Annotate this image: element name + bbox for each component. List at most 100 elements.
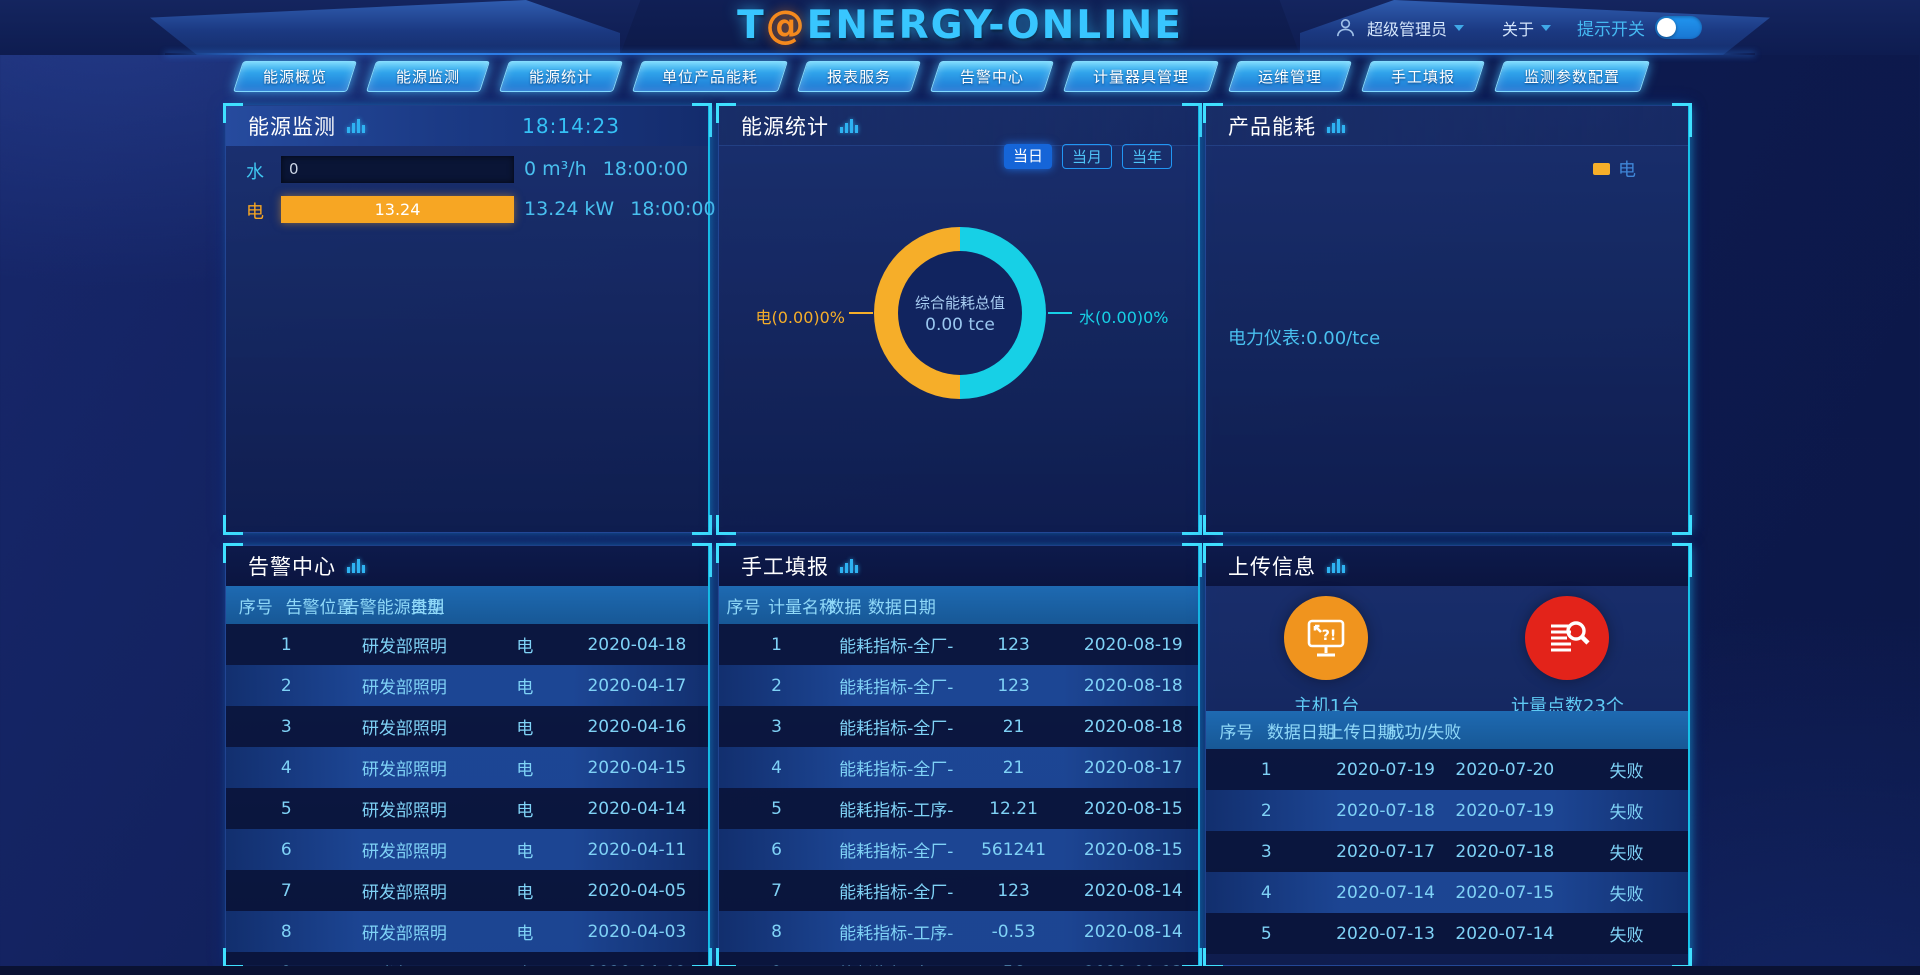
table-cell: 研发部照明 (361, 842, 447, 862)
water-label: 水 (246, 162, 264, 183)
tab-label: 能源监测 (396, 68, 461, 86)
table-header-row: 序号 告警位置 告警能源类型 日期 (226, 585, 464, 626)
tab-manual-report[interactable]: 手工填报 (1361, 61, 1486, 92)
water-bar-track: 0 (281, 156, 514, 183)
tab-monitor-param-config[interactable]: 监测参数配置 (1494, 61, 1651, 92)
tab-alarm-center[interactable]: 告警中心 (930, 61, 1055, 92)
energy-donut-chart: 综合能耗总值 0.00 tce (874, 227, 1046, 399)
chevron-down-icon (1453, 24, 1464, 31)
table-cell: 7 (280, 880, 292, 901)
table-cell: 2020-04-16 (587, 716, 687, 737)
table-row: 5 2020-07-13 2020-07-14 失败 (1206, 913, 1688, 954)
table-cell: 4 (280, 757, 292, 778)
upload-table-header: 序号 数据日期 上传日期 成功/失败 (1206, 711, 1688, 749)
table-cell: 电 (516, 719, 534, 739)
panel-title: 告警中心 (248, 555, 336, 579)
electricity-bar-value: 13.24 (374, 200, 421, 219)
table-cell: 2020-07-18 (1455, 841, 1555, 862)
tab-ops-management[interactable]: 运维管理 (1228, 61, 1353, 92)
tab-label: 能源概览 (263, 68, 328, 86)
water-reading: 0 m³/h 18:00:00 (524, 158, 688, 180)
panel-title: 能源监测 (248, 115, 336, 139)
range-tab-today[interactable]: 当日 (1003, 144, 1052, 169)
panel-alarm-center: 告警中心 序号 告警位置 告警能源类型 日期 1 研发部照明电 2020-04-18 2 研发… (223, 543, 712, 975)
table-cell: 8 (280, 921, 292, 942)
table-cell: -0.53 (991, 921, 1036, 942)
tab-energy-overview[interactable]: 能源概览 (232, 61, 358, 92)
legend-swatch-electricity (1593, 163, 1610, 175)
table-cell: 561241 (981, 839, 1047, 860)
meter-search-icon (1525, 596, 1610, 680)
table-cell: 2 (1260, 800, 1272, 821)
table-cell: 电 (516, 842, 534, 862)
table-cell: 能耗指标-工序- (839, 801, 954, 821)
table-cell: 失败 (1609, 803, 1644, 823)
table-cell: 成功/失败 (1387, 722, 1462, 743)
table-cell: 1 (280, 634, 292, 655)
tab-report-service[interactable]: 报表服务 (797, 61, 922, 92)
table-cell: 2020-08-14 (1083, 880, 1183, 901)
logo-at-icon: @ (765, 3, 807, 48)
panel-clock: 18:14:23 (522, 114, 620, 138)
table-header-row: 序号 计量名称 数据 数据日期 (719, 585, 935, 626)
tab-label: 监测参数配置 (1524, 68, 1621, 86)
tab-unit-product-energy[interactable]: 单位产品能耗 (632, 61, 789, 92)
table-cell: 电 (516, 637, 534, 657)
panel-title: 手工填报 (741, 555, 829, 579)
range-tab-year[interactable]: 当年 (1121, 144, 1172, 169)
water-reading-time: 18:00:00 (602, 158, 689, 180)
table-cell: 2 (280, 675, 292, 696)
table-cell: 3 (280, 716, 292, 737)
table-cell: 5 (1260, 923, 1272, 944)
tab-energy-monitor[interactable]: 能源监测 (365, 61, 491, 92)
table-cell: 2020-04-03 (587, 921, 687, 942)
table-cell: 7 (771, 880, 782, 901)
table-cell: 失败 (1609, 762, 1644, 782)
table-cell: 电 (516, 760, 534, 780)
person-icon (1336, 19, 1354, 37)
table-cell: 研发部照明 (361, 883, 447, 903)
upload-table-body: 1 2020-07-19 2020-07-20 失败 2 2020-07-18 2020-0… (1206, 749, 1688, 954)
table-cell: 2 (771, 675, 782, 696)
panel-energy-monitor: 能源监测 18:14:23 水 0 0 m³/h 18:00:00 电 13.24… (223, 103, 716, 535)
table-row: 8 能耗指标-工序- -0.53 2020-08-14 (719, 911, 1198, 952)
about-menu[interactable]: 关于 (1502, 16, 1551, 40)
range-tab-month[interactable]: 当月 (1061, 144, 1112, 169)
tip-toggle-switch[interactable] (1655, 16, 1702, 39)
water-bar-value: 0 (289, 160, 299, 178)
table-cell: 4 (1260, 882, 1272, 903)
table-cell: 2020-08-19 (1083, 634, 1183, 655)
table-row: 7 研发部照明 电 2020-04-05 (226, 870, 708, 911)
table-row: 6 能耗指标-全厂- 561241 2020-08-15 (719, 829, 1198, 870)
table-cell: 123 (997, 634, 1030, 655)
electricity-bar-track: 13.24 (281, 196, 514, 223)
donut-center-value: 0.00 tce (925, 314, 995, 335)
table-row: 4 研发部照明 电 2020-04-15 (226, 747, 708, 788)
signal-bars-icon (1327, 559, 1345, 573)
tab-meter-management[interactable]: 计量器具管理 (1063, 61, 1220, 92)
toggle-knob (1657, 18, 1676, 37)
table-cell: 2020-07-14 (1455, 923, 1555, 944)
alarm-table-header: 序号 告警位置 告警能源类型 日期 (226, 586, 708, 624)
donut-center: 综合能耗总值 0.00 tce (898, 251, 1022, 375)
header-divider-line (165, 53, 1755, 55)
table-cell: 序号 (726, 597, 761, 618)
table-cell: 4 (771, 757, 782, 778)
tab-label: 能源统计 (529, 68, 594, 86)
bottom-strip (0, 966, 1920, 975)
donut-center-title: 综合能耗总值 (914, 293, 1005, 312)
table-cell: 2020-07-13 (1336, 923, 1435, 944)
tab-energy-stats[interactable]: 能源统计 (498, 61, 624, 92)
callout-line-left (849, 312, 873, 314)
signal-bars-icon (347, 119, 365, 133)
svg-text:?!: ?! (1322, 628, 1337, 644)
host-stat: ?! 主机1台 (1218, 596, 1435, 718)
user-menu[interactable]: 超级管理员 (1367, 16, 1464, 40)
electricity-reading-time: 18:00:00 (630, 198, 716, 220)
table-cell: 失败 (1609, 926, 1644, 946)
power-meter-note: 电力仪表:0.00/tce (1228, 328, 1381, 349)
tab-label: 告警中心 (960, 68, 1025, 86)
table-cell: 2020-08-15 (1083, 798, 1183, 819)
table-cell: 序号 (1219, 722, 1254, 743)
table-cell: 6 (771, 839, 782, 860)
